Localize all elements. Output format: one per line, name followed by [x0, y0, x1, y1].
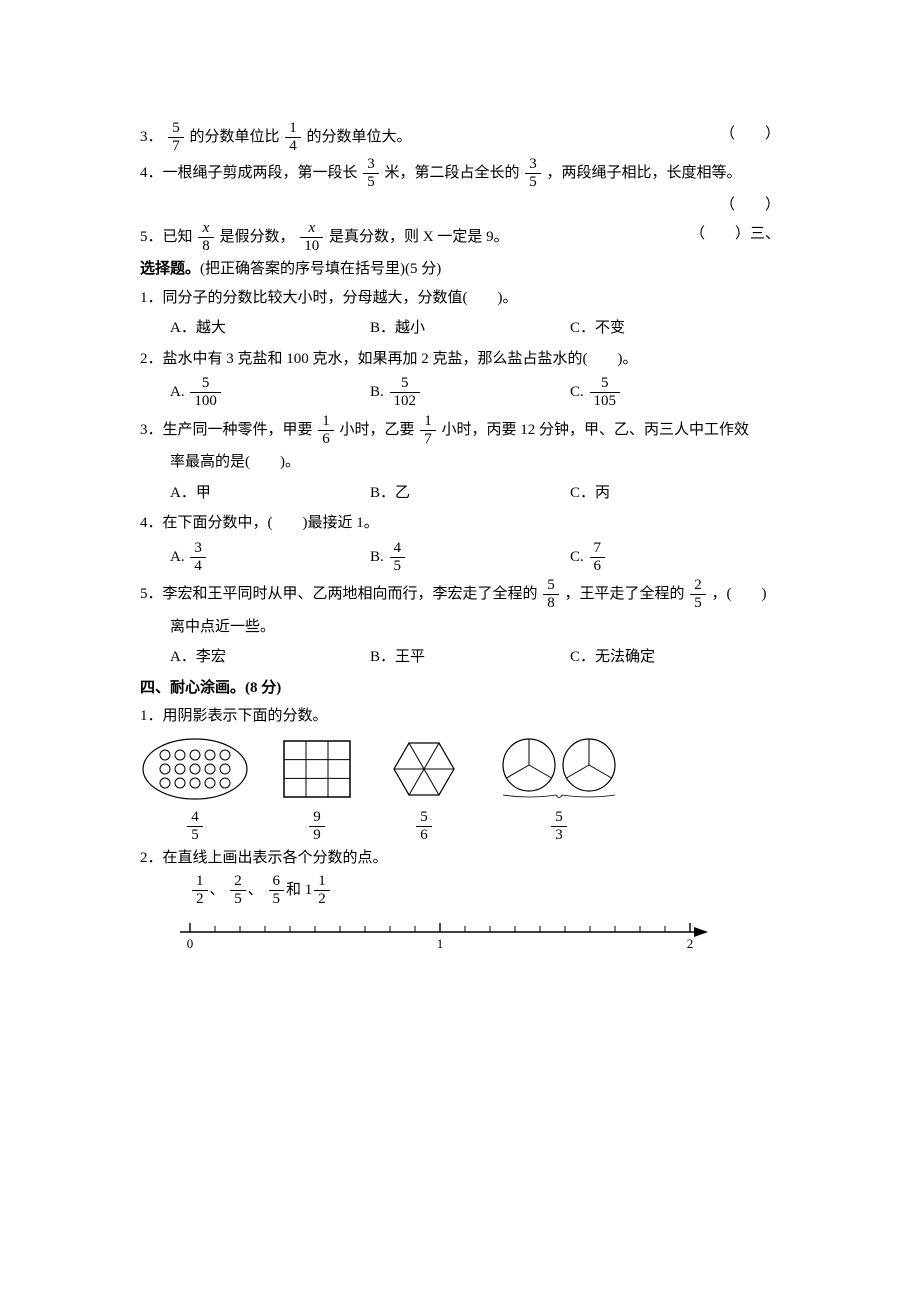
mc-q1-stem: 1．同分子的分数比较大小时，分母越大，分数值( )。 — [140, 284, 780, 313]
tf-q3: 3． 57 的分数单位比 14 的分数单位大。 （ ） — [140, 120, 780, 156]
figure-ellipse-dots: 45 — [140, 737, 250, 845]
mc-q5-b: B．王平 — [370, 643, 570, 672]
tf-q4: 4．一根绳子剪成两段，第一段长 35 米，第二段占全长的 35 ，两段绳子相比，… — [140, 156, 780, 192]
fraction-1-7: 17 — [420, 413, 436, 449]
mc-q5-c: C．无法确定 — [570, 643, 770, 672]
tf-q4-text-b: 米，第二段占全长的 — [385, 165, 520, 181]
svg-text:2: 2 — [687, 936, 694, 951]
mc-q4-b: B. 45 — [370, 540, 570, 576]
fraction-1-4: 14 — [285, 120, 301, 156]
mc-q5-choices: A．李宏 B．王平 C．无法确定 — [140, 643, 780, 672]
figure-two-circles: 53 — [494, 737, 624, 845]
tf-q3-paren: （ ） — [720, 120, 780, 149]
tf-q3-text-c: 的分数单位大。 — [307, 129, 412, 145]
mc-q4-c: C. 76 — [570, 540, 770, 576]
tf-q5-text-a: 5．已知 — [140, 229, 193, 245]
mc-q3-stem-cont: 率最高的是( )。 — [140, 448, 780, 477]
fraction-1-6: 16 — [318, 413, 334, 449]
fraction-5-7: 57 — [168, 120, 184, 156]
s4-q2-list: 12、 25、 65和 112 — [140, 873, 780, 909]
mc-q5-stem-cont: 离中点近一些。 — [140, 613, 780, 642]
mc-q1-c: C．不变 — [570, 314, 770, 343]
tf-q5-text-b: 是假分数， — [220, 229, 295, 245]
svg-text:0: 0 — [187, 936, 194, 951]
mc-q3-choices: A．甲 B．乙 C．丙 — [140, 479, 780, 508]
mc-q5-stem: 5．李宏和王平同时从甲、乙两地相向而行，李宏走了全程的 58 ，王平走了全程的 … — [140, 577, 780, 613]
mc-q3-b: B．乙 — [370, 479, 570, 508]
mc-q5-a: A．李宏 — [170, 643, 370, 672]
section-4-title: 四、耐心涂画。(8 分) — [140, 674, 780, 703]
section-3-header: 选择题。(把正确答案的序号填在括号里)(5 分) — [140, 255, 780, 284]
s4-q2-stem: 2．在直线上画出表示各个分数的点。 — [140, 844, 780, 873]
tf-q3-text-b: 的分数单位比 — [190, 129, 280, 145]
tf-q5-tail: （ ）三、 — [690, 220, 780, 249]
tf-q3-text-a: 3． — [140, 129, 163, 145]
mc-q4-choices: A. 34 B. 45 C. 76 — [140, 540, 780, 576]
mc-q3-a: A．甲 — [170, 479, 370, 508]
fraction-3-5-a: 35 — [363, 156, 379, 192]
mc-q2-b: B. 5102 — [370, 375, 570, 411]
s4-q1-figures: 45 99 56 53 — [140, 737, 780, 845]
mc-q3-stem: 3．生产同一种零件，甲要 16 小时，乙要 17 小时，丙要 12 分钟，甲、乙… — [140, 413, 780, 449]
tf-q4-text-a: 4．一根绳子剪成两段，第一段长 — [140, 165, 358, 181]
mc-q1-choices: A．越大 B．越小 C．不变 — [140, 314, 780, 343]
figure-hexagon: 56 — [384, 737, 464, 845]
mc-q4-stem: 4．在下面分数中，( )最接近 1。 — [140, 509, 780, 538]
number-line: 0 1 2 — [160, 914, 780, 973]
section-3-note: (把正确答案的序号填在括号里)(5 分) — [200, 261, 441, 277]
tf-q5-text-c: 是真分数，则 X 一定是 9。 — [329, 229, 509, 245]
fraction-3-5-b: 35 — [525, 156, 541, 192]
figure-grid-3x3: 99 — [280, 737, 354, 845]
tf-q4-text-c: ，两段绳子相比，长度相等。 — [547, 165, 742, 181]
fraction-5-8: 58 — [543, 577, 559, 613]
mc-q4-a: A. 34 — [170, 540, 370, 576]
mc-q2-choices: A. 5100 B. 5102 C. 5105 — [140, 375, 780, 411]
mc-q3-c: C．丙 — [570, 479, 770, 508]
svg-text:1: 1 — [437, 936, 444, 951]
mc-q1-a: A．越大 — [170, 314, 370, 343]
mc-q2-a: A. 5100 — [170, 375, 370, 411]
mc-q1-b: B．越小 — [370, 314, 570, 343]
fraction-x-10: x10 — [300, 220, 323, 256]
mc-q2-c: C. 5105 — [570, 375, 770, 411]
mc-q2-stem: 2．盐水中有 3 克盐和 100 克水，如果再加 2 克盐，那么盐占盐水的( )… — [140, 345, 780, 374]
fraction-x-8: x8 — [198, 220, 214, 256]
tf-q4-paren: （ ） — [720, 191, 780, 220]
section-3-title: 选择题。 — [140, 261, 200, 277]
s4-q1-stem: 1．用阴影表示下面的分数。 — [140, 702, 780, 731]
fraction-2-5: 25 — [690, 577, 706, 613]
tf-q5: 5．已知 x8 是假分数， x10 是真分数，则 X 一定是 9。 （ ）三、 — [140, 220, 780, 256]
